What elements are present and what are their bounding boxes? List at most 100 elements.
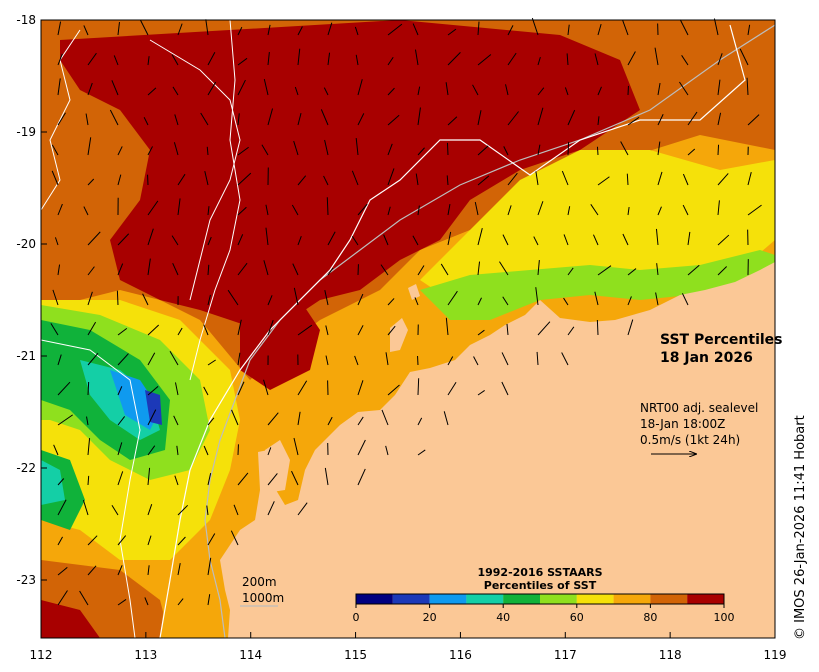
current-arrow <box>87 381 90 396</box>
current-arrow <box>655 292 659 306</box>
current-arrow <box>57 112 66 126</box>
current-arrow <box>477 21 480 36</box>
current-arrow <box>147 467 151 486</box>
vector-scale-label: 0.5m/s (1kt 24h) <box>640 433 740 447</box>
current-arrow <box>477 390 485 396</box>
current-arrow <box>417 205 420 216</box>
y-tick-label: -19 <box>16 125 36 139</box>
legend-swatch <box>576 594 614 604</box>
current-arrow <box>172 86 179 96</box>
current-arrow <box>57 264 61 276</box>
current-arrow <box>687 264 700 276</box>
current-arrow <box>144 597 149 606</box>
current-arrow <box>681 55 689 66</box>
y-axis: -18 -19 -20 -21 -22 -23 <box>16 13 47 587</box>
current-arrow <box>566 53 569 66</box>
current-arrow <box>85 113 89 126</box>
current-arrow <box>357 293 364 306</box>
current-arrow <box>417 147 425 156</box>
land-mainland <box>220 262 775 638</box>
current-arrow <box>147 445 156 456</box>
current-arrow <box>207 533 216 546</box>
current-arrow <box>415 173 419 186</box>
current-arrow <box>237 262 248 276</box>
current-arrow <box>387 87 395 96</box>
current-arrow <box>567 326 575 336</box>
current-arrow <box>177 536 186 546</box>
current-arrow <box>267 473 278 486</box>
current-arrow <box>237 146 249 156</box>
current-arrow <box>326 197 329 216</box>
current-arrow <box>447 290 458 306</box>
legend-tick-label: 60 <box>570 611 584 624</box>
current-arrow <box>567 267 574 276</box>
current-arrow <box>687 148 696 156</box>
current-arrow <box>747 204 762 216</box>
current-arrow <box>147 409 157 426</box>
current-arrow <box>717 112 722 126</box>
current-arrow <box>233 504 239 516</box>
current-arrow <box>79 590 89 606</box>
current-arrow <box>620 141 629 156</box>
current-arrow <box>297 235 302 246</box>
current-arrow <box>507 205 512 216</box>
current-arrow <box>57 478 65 486</box>
current-arrow <box>627 51 636 66</box>
current-arrow <box>597 116 600 126</box>
current-arrow <box>230 530 239 546</box>
current-arrow <box>414 297 419 306</box>
current-arrow <box>324 139 329 156</box>
current-arrow <box>597 265 612 276</box>
current-arrow <box>176 445 179 456</box>
copyright-credit: © IMOS 26-Jan-2026 11:41 Hobart <box>793 415 808 640</box>
current-arrow <box>531 17 539 36</box>
current-arrow <box>357 203 368 216</box>
current-arrow <box>357 325 364 336</box>
current-arrow <box>627 206 630 216</box>
current-arrow <box>445 317 449 336</box>
legend-tick-label: 80 <box>643 611 657 624</box>
current-arrow <box>147 258 151 276</box>
current-arrow <box>116 290 119 306</box>
current-arrow <box>147 565 150 576</box>
current-arrow <box>177 198 181 216</box>
current-arrow <box>147 228 154 246</box>
current-arrow <box>626 173 629 186</box>
legend-swatch <box>687 594 724 604</box>
current-arrow <box>207 359 216 366</box>
current-arrow <box>535 171 539 186</box>
current-arrow <box>117 353 129 366</box>
current-arrow <box>117 599 127 606</box>
current-arrow <box>563 297 569 306</box>
current-arrow <box>87 438 91 456</box>
current-arrow <box>563 234 569 246</box>
current-arrow <box>654 47 659 66</box>
current-arrow <box>203 445 209 456</box>
current-arrow <box>207 264 210 276</box>
current-arrow <box>387 168 395 186</box>
current-arrow <box>357 439 366 456</box>
current-arrow <box>597 86 602 96</box>
current-arrow <box>679 81 689 96</box>
current-arrow <box>267 320 274 336</box>
current-arrow <box>502 234 509 246</box>
current-arrow <box>354 355 359 366</box>
current-arrow <box>293 140 299 156</box>
current-arrow <box>147 87 157 96</box>
current-arrow <box>501 352 509 366</box>
current-arrow <box>177 173 186 186</box>
current-arrow <box>387 23 403 36</box>
legend-colorbar <box>355 593 725 605</box>
current-arrow <box>505 84 509 96</box>
current-arrow <box>655 228 659 246</box>
current-arrow <box>87 266 95 276</box>
x-tick-label: 117 <box>554 648 577 662</box>
current-arrow <box>207 236 212 246</box>
current-arrow <box>447 382 457 396</box>
current-arrow <box>657 141 661 156</box>
current-arrow <box>57 536 64 546</box>
current-arrow <box>597 23 602 36</box>
current-arrow <box>717 173 729 186</box>
contour-north-west <box>41 29 81 211</box>
current-arrow <box>477 145 489 156</box>
